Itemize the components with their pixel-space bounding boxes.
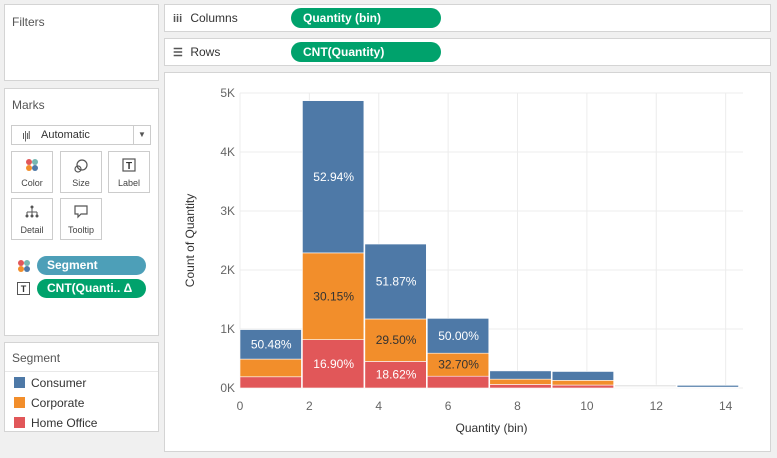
tooltip-button-label: Tooltip bbox=[67, 225, 94, 235]
bar-segment bbox=[489, 384, 552, 389]
detail-button[interactable]: Detail bbox=[11, 198, 53, 240]
bar-segment bbox=[551, 371, 614, 381]
data-label: 18.62% bbox=[376, 368, 417, 382]
bar-segment bbox=[489, 378, 552, 385]
size-button-label: Size bbox=[72, 178, 90, 188]
data-label: 50.00% bbox=[438, 329, 479, 343]
color-button[interactable]: Color bbox=[11, 151, 53, 193]
legend-label: Home Office bbox=[31, 416, 98, 430]
x-tick-label: 2 bbox=[306, 399, 313, 413]
chevron-down-icon[interactable]: ▼ bbox=[133, 126, 150, 144]
legend-label: Consumer bbox=[31, 376, 87, 390]
columns-icon: iii bbox=[173, 13, 183, 25]
bar-segment bbox=[364, 243, 427, 320]
mark-type-value: Automatic bbox=[41, 129, 90, 141]
x-tick-label: 10 bbox=[580, 399, 594, 413]
x-tick-label: 8 bbox=[514, 399, 521, 413]
legend-swatch bbox=[14, 397, 25, 408]
data-label: 50.48% bbox=[251, 337, 292, 351]
legend-swatch bbox=[14, 377, 25, 388]
bar-segment bbox=[614, 384, 677, 387]
data-label: 52.94% bbox=[313, 170, 354, 184]
bar-segment bbox=[427, 318, 490, 354]
mark-type-dropdown[interactable]: ı|ıl Automatic ▼ bbox=[11, 125, 151, 145]
svg-text:T: T bbox=[21, 284, 27, 294]
legend-item-home-office[interactable]: Home Office bbox=[14, 416, 97, 430]
legend-label: Corporate bbox=[31, 396, 85, 410]
cnt-quantity-pill[interactable]: CNT(Quanti.. Δ bbox=[37, 279, 146, 298]
cnt-quantity-rows-pill[interactable]: CNT(Quantity) bbox=[291, 42, 441, 62]
data-label: 16.90% bbox=[313, 357, 354, 371]
y-tick-label: 5K bbox=[220, 86, 235, 100]
bar-segment bbox=[676, 385, 739, 388]
bar-segment bbox=[239, 358, 302, 378]
bar-segment bbox=[239, 329, 302, 360]
legend-item-consumer[interactable]: Consumer bbox=[14, 376, 86, 390]
rows-shelf[interactable]: ☰ Rows CNT(Quantity) bbox=[164, 38, 771, 66]
bar-segment bbox=[427, 375, 490, 389]
detail-button-label: Detail bbox=[20, 225, 44, 235]
y-tick-label: 0K bbox=[220, 381, 235, 395]
label-icon: T bbox=[17, 282, 30, 298]
detail-icon bbox=[12, 205, 52, 222]
filters-panel[interactable]: Filters bbox=[4, 4, 159, 81]
bar-segment bbox=[364, 318, 427, 362]
x-tick-label: 6 bbox=[445, 399, 452, 413]
bar-segment bbox=[551, 380, 614, 386]
bar-chart-icon: ı|ıl bbox=[22, 130, 30, 142]
legend-title: Segment bbox=[12, 351, 61, 365]
view-area: 0K 1K 2K 3K 4K 5K 0 2 4 6 8 10 12 14 50.48% 52.94% 30.15… bbox=[164, 72, 771, 452]
legend-item-corporate[interactable]: Corporate bbox=[14, 396, 84, 410]
label-icon: T bbox=[109, 158, 149, 175]
bar-segment bbox=[364, 361, 427, 389]
x-tick-label: 0 bbox=[237, 399, 244, 413]
bar-segment bbox=[302, 252, 365, 340]
columns-shelf-label: iii Columns bbox=[173, 11, 238, 25]
data-label: 32.70% bbox=[438, 358, 479, 372]
legend-swatch bbox=[14, 417, 25, 428]
svg-text:T: T bbox=[126, 161, 132, 172]
rows-label: Rows bbox=[190, 45, 221, 59]
filters-title: Filters bbox=[12, 15, 45, 29]
segment-pill[interactable]: Segment bbox=[37, 256, 146, 275]
y-tick-label: 4K bbox=[220, 145, 235, 159]
columns-label: Columns bbox=[190, 11, 238, 25]
x-tick-label: 4 bbox=[375, 399, 382, 413]
marks-title: Marks bbox=[12, 98, 45, 112]
rows-shelf-label: ☰ Rows bbox=[173, 45, 220, 59]
columns-shelf[interactable]: iii Columns Quantity (bin) bbox=[164, 4, 771, 32]
y-tick-label: 3K bbox=[220, 204, 235, 218]
size-button[interactable]: Size bbox=[60, 151, 102, 193]
data-label: 30.15% bbox=[313, 289, 354, 303]
quantity-bin-pill[interactable]: Quantity (bin) bbox=[291, 8, 441, 28]
segment-legend: Segment Consumer Corporate Home Office bbox=[4, 342, 159, 432]
y-axis-title: Count of Quantity bbox=[183, 194, 197, 287]
x-tick-label: 14 bbox=[719, 399, 733, 413]
bar-segment bbox=[302, 339, 365, 389]
x-tick-label: 12 bbox=[650, 399, 664, 413]
bar-segment bbox=[302, 100, 365, 254]
x-axis-title: Quantity (bin) bbox=[455, 421, 527, 435]
rows-icon: ☰ bbox=[173, 47, 183, 59]
histogram-chart: 0K 1K 2K 3K 4K 5K 0 2 4 6 8 10 12 14 50.48% 52.94% 30.15… bbox=[183, 86, 743, 435]
color-icon bbox=[17, 259, 31, 276]
tooltip-button[interactable]: Tooltip bbox=[60, 198, 102, 240]
bar-segment bbox=[239, 376, 302, 389]
tooltip-icon bbox=[61, 205, 101, 222]
color-button-label: Color bbox=[21, 178, 43, 188]
data-label: 29.50% bbox=[376, 333, 417, 347]
label-button-label: Label bbox=[117, 178, 141, 188]
y-tick-label: 2K bbox=[220, 263, 235, 277]
color-icon bbox=[12, 158, 52, 175]
bar-segment bbox=[489, 370, 552, 380]
size-icon bbox=[61, 158, 101, 177]
y-tick-label: 1K bbox=[220, 322, 235, 336]
data-label: 51.87% bbox=[376, 275, 417, 289]
label-button[interactable]: T Label bbox=[108, 151, 150, 193]
bar-segment bbox=[551, 384, 614, 389]
